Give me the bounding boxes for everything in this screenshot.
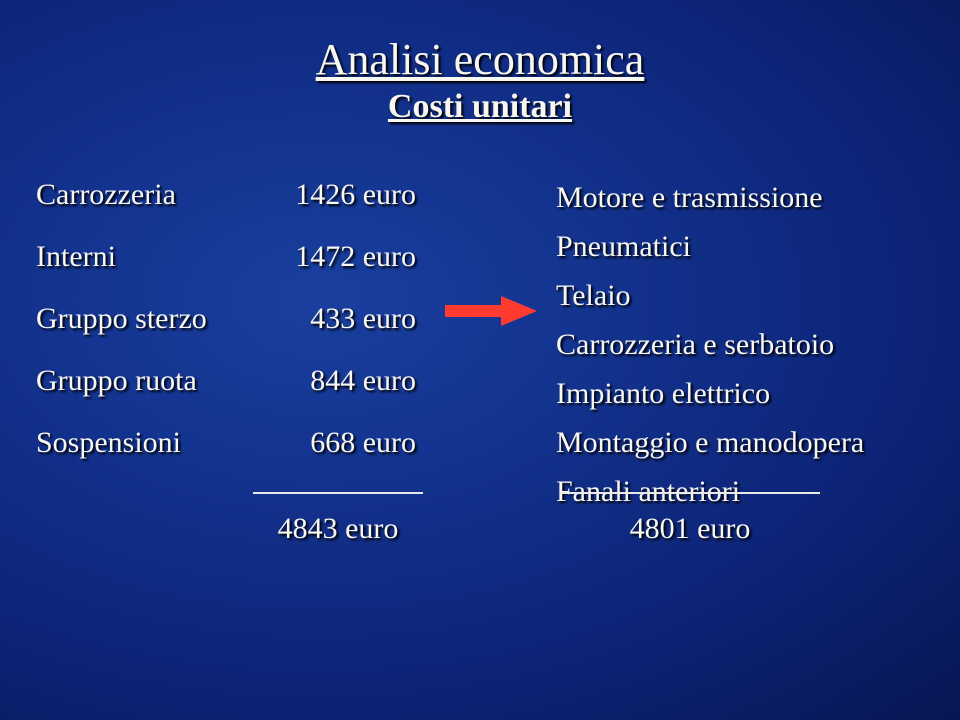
right-item: Pneumatici <box>556 227 956 266</box>
cost-row: Sospensioni 668 euro <box>36 426 416 460</box>
cost-label: Carrozzeria <box>36 178 176 212</box>
right-item: Motore e trasmissione <box>556 178 956 217</box>
right-item-column: Motore e trasmissione Pneumatici Telaio … <box>556 178 956 521</box>
cost-row: Carrozzeria 1426 euro <box>36 178 416 212</box>
right-item: Montaggio e manodopera <box>556 423 956 462</box>
arrow-icon <box>445 296 537 331</box>
left-total: 4843 euro <box>253 512 423 546</box>
cost-value: 668 euro <box>310 426 416 460</box>
slide: Analisi economica Costi unitari Carrozze… <box>0 0 960 720</box>
cost-row: Gruppo sterzo 433 euro <box>36 302 416 336</box>
cost-label: Sospensioni <box>36 426 181 460</box>
cost-label: Gruppo sterzo <box>36 302 207 336</box>
right-total-rule <box>560 492 820 494</box>
left-total-rule <box>253 492 423 494</box>
right-total: 4801 euro <box>560 512 820 546</box>
left-cost-column: Carrozzeria 1426 euro Interni 1472 euro … <box>36 178 416 488</box>
cost-row: Gruppo ruota 844 euro <box>36 364 416 398</box>
cost-value: 844 euro <box>310 364 416 398</box>
cost-label: Interni <box>36 240 116 274</box>
right-item: Impianto elettrico <box>556 374 956 413</box>
slide-subtitle: Costi unitari <box>0 88 960 126</box>
cost-value: 1472 euro <box>295 240 416 274</box>
slide-title: Analisi economica <box>0 34 960 85</box>
right-item: Carrozzeria e serbatoio <box>556 325 956 364</box>
right-item: Telaio <box>556 276 956 315</box>
cost-row: Interni 1472 euro <box>36 240 416 274</box>
cost-label: Gruppo ruota <box>36 364 197 398</box>
cost-value: 433 euro <box>310 302 416 336</box>
cost-value: 1426 euro <box>295 178 416 212</box>
